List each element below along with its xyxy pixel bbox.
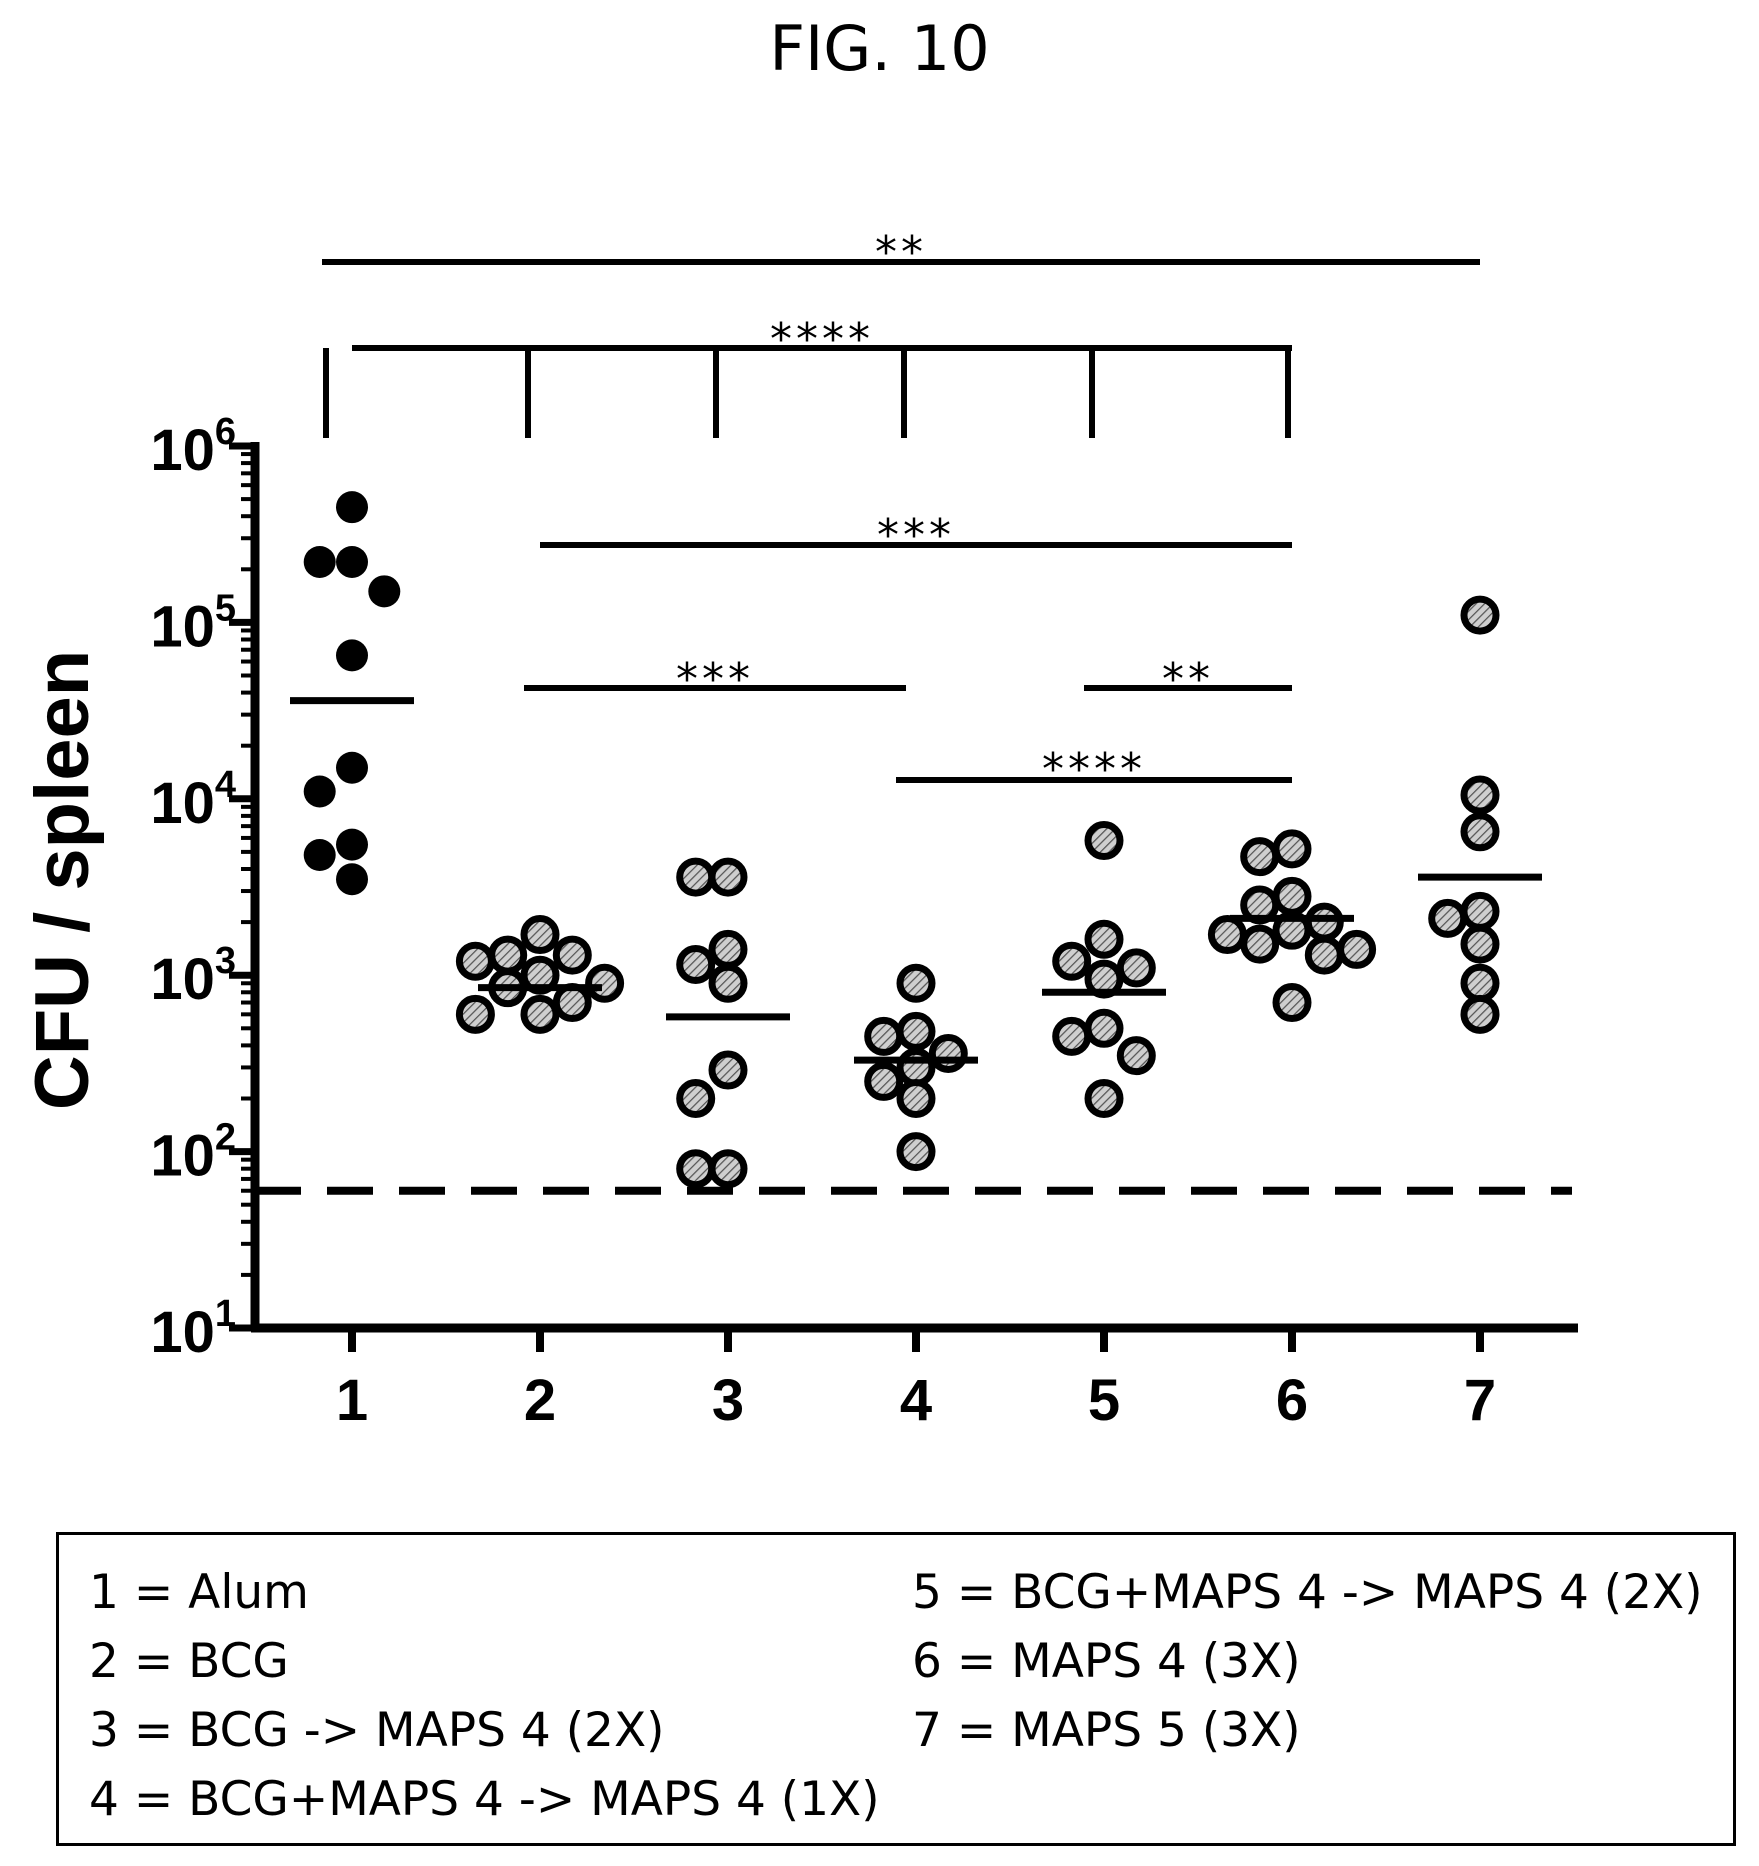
data-point (896, 1132, 936, 1172)
significance-label: ** (1162, 654, 1214, 705)
x-tick-label: 6 (1276, 1368, 1308, 1433)
significance-label: **** (770, 314, 874, 365)
data-point (585, 963, 625, 1003)
data-point (336, 545, 368, 578)
data-point (708, 1050, 748, 1090)
x-tick-label: 1 (336, 1368, 368, 1433)
x-tick-label: 2 (524, 1368, 556, 1433)
data-point (1116, 1036, 1156, 1076)
data-point (520, 915, 560, 955)
significance-label: *** (676, 654, 754, 705)
data-point (368, 575, 401, 608)
data-point (864, 1061, 904, 1101)
data-point (1460, 924, 1500, 964)
data-point (488, 935, 528, 975)
axes: 101 102 103 104 105 106 1 2 3 4 5 6 7 (150, 411, 1578, 1433)
data-point (1084, 1008, 1124, 1048)
x-tick-label: 5 (1088, 1368, 1120, 1433)
data-point (336, 828, 368, 861)
data-point (336, 751, 368, 784)
data-point (708, 857, 748, 897)
data-point (1272, 983, 1312, 1023)
significance-label: *** (877, 510, 955, 561)
data-point (1460, 595, 1500, 635)
legend-entry: 5 = BCG+MAPS 4 -> MAPS 4 (2X) (912, 1565, 1703, 1620)
data-point (336, 491, 368, 524)
data-point (1084, 919, 1124, 959)
data-point (928, 1033, 968, 1073)
data-point (676, 944, 716, 984)
data-point (303, 775, 336, 808)
data-point (896, 1011, 936, 1051)
data-point (1304, 935, 1344, 975)
data-point (1460, 891, 1500, 931)
data-point (1460, 775, 1500, 815)
data-point (552, 935, 592, 975)
y-axis-label: CFU / spleen (20, 650, 105, 1110)
mean-lines (290, 697, 1542, 1064)
data-point (1428, 898, 1468, 938)
data-point (1084, 821, 1124, 861)
legend-entry: 7 = MAPS 5 (3X) (912, 1703, 1301, 1758)
data-point (896, 1078, 936, 1118)
significance-annotations: ************ ****** (322, 227, 1480, 795)
legend-entry: 1 = Alum (89, 1565, 309, 1620)
data-point (896, 1047, 936, 1087)
data-point (520, 955, 560, 995)
data-point (1304, 902, 1344, 942)
data-point (552, 983, 592, 1023)
x-tick-label: 3 (712, 1368, 744, 1433)
figure-title: FIG. 10 (769, 12, 990, 85)
data-point (303, 839, 336, 872)
data-point (303, 545, 336, 578)
x-tick-label: 4 (900, 1368, 932, 1433)
data-point (1460, 812, 1500, 852)
y-tick-label: 102 (150, 1117, 236, 1189)
data-point (520, 994, 560, 1034)
data-point (1116, 948, 1156, 988)
data-point (455, 941, 495, 981)
data-point (1207, 915, 1247, 955)
data-point (1272, 876, 1312, 916)
data-point (676, 1149, 716, 1189)
data-point (336, 863, 368, 896)
data-point (676, 857, 716, 897)
data-point (455, 994, 495, 1034)
data-point (1240, 924, 1280, 964)
data-point (676, 1078, 716, 1118)
data-point (708, 929, 748, 969)
data-points (303, 491, 1500, 1189)
data-point (864, 1016, 904, 1056)
data-point (1337, 929, 1377, 969)
data-point (1052, 1016, 1092, 1056)
x-tick-label: 7 (1464, 1368, 1496, 1433)
legend-box: 1 = Alum 2 = BCG 3 = BCG -> MAPS 4 (2X) 4 =… (56, 1532, 1736, 1846)
y-tick-label: 105 (150, 587, 236, 659)
significance-label: ** (875, 227, 927, 278)
data-point (896, 963, 936, 1003)
y-tick-label: 104 (150, 764, 236, 836)
data-point (708, 963, 748, 1003)
legend-entry: 3 = BCG -> MAPS 4 (2X) (89, 1703, 665, 1758)
data-point (1052, 941, 1092, 981)
data-point (1240, 837, 1280, 877)
data-point (1460, 963, 1500, 1003)
data-point (1272, 910, 1312, 950)
data-point (1460, 994, 1500, 1034)
y-tick-label: 101 (150, 1293, 236, 1365)
legend-entry: 4 = BCG+MAPS 4 -> MAPS 4 (1X) (89, 1772, 880, 1827)
data-point (336, 639, 368, 672)
data-point (708, 1149, 748, 1189)
legend-entry: 2 = BCG (89, 1634, 289, 1689)
significance-label: **** (1042, 744, 1146, 795)
legend-entry: 6 = MAPS 4 (3X) (912, 1634, 1301, 1689)
data-point (1272, 829, 1312, 869)
data-point (1084, 1078, 1124, 1118)
y-tick-label: 106 (150, 411, 236, 483)
y-tick-label: 103 (150, 940, 236, 1012)
